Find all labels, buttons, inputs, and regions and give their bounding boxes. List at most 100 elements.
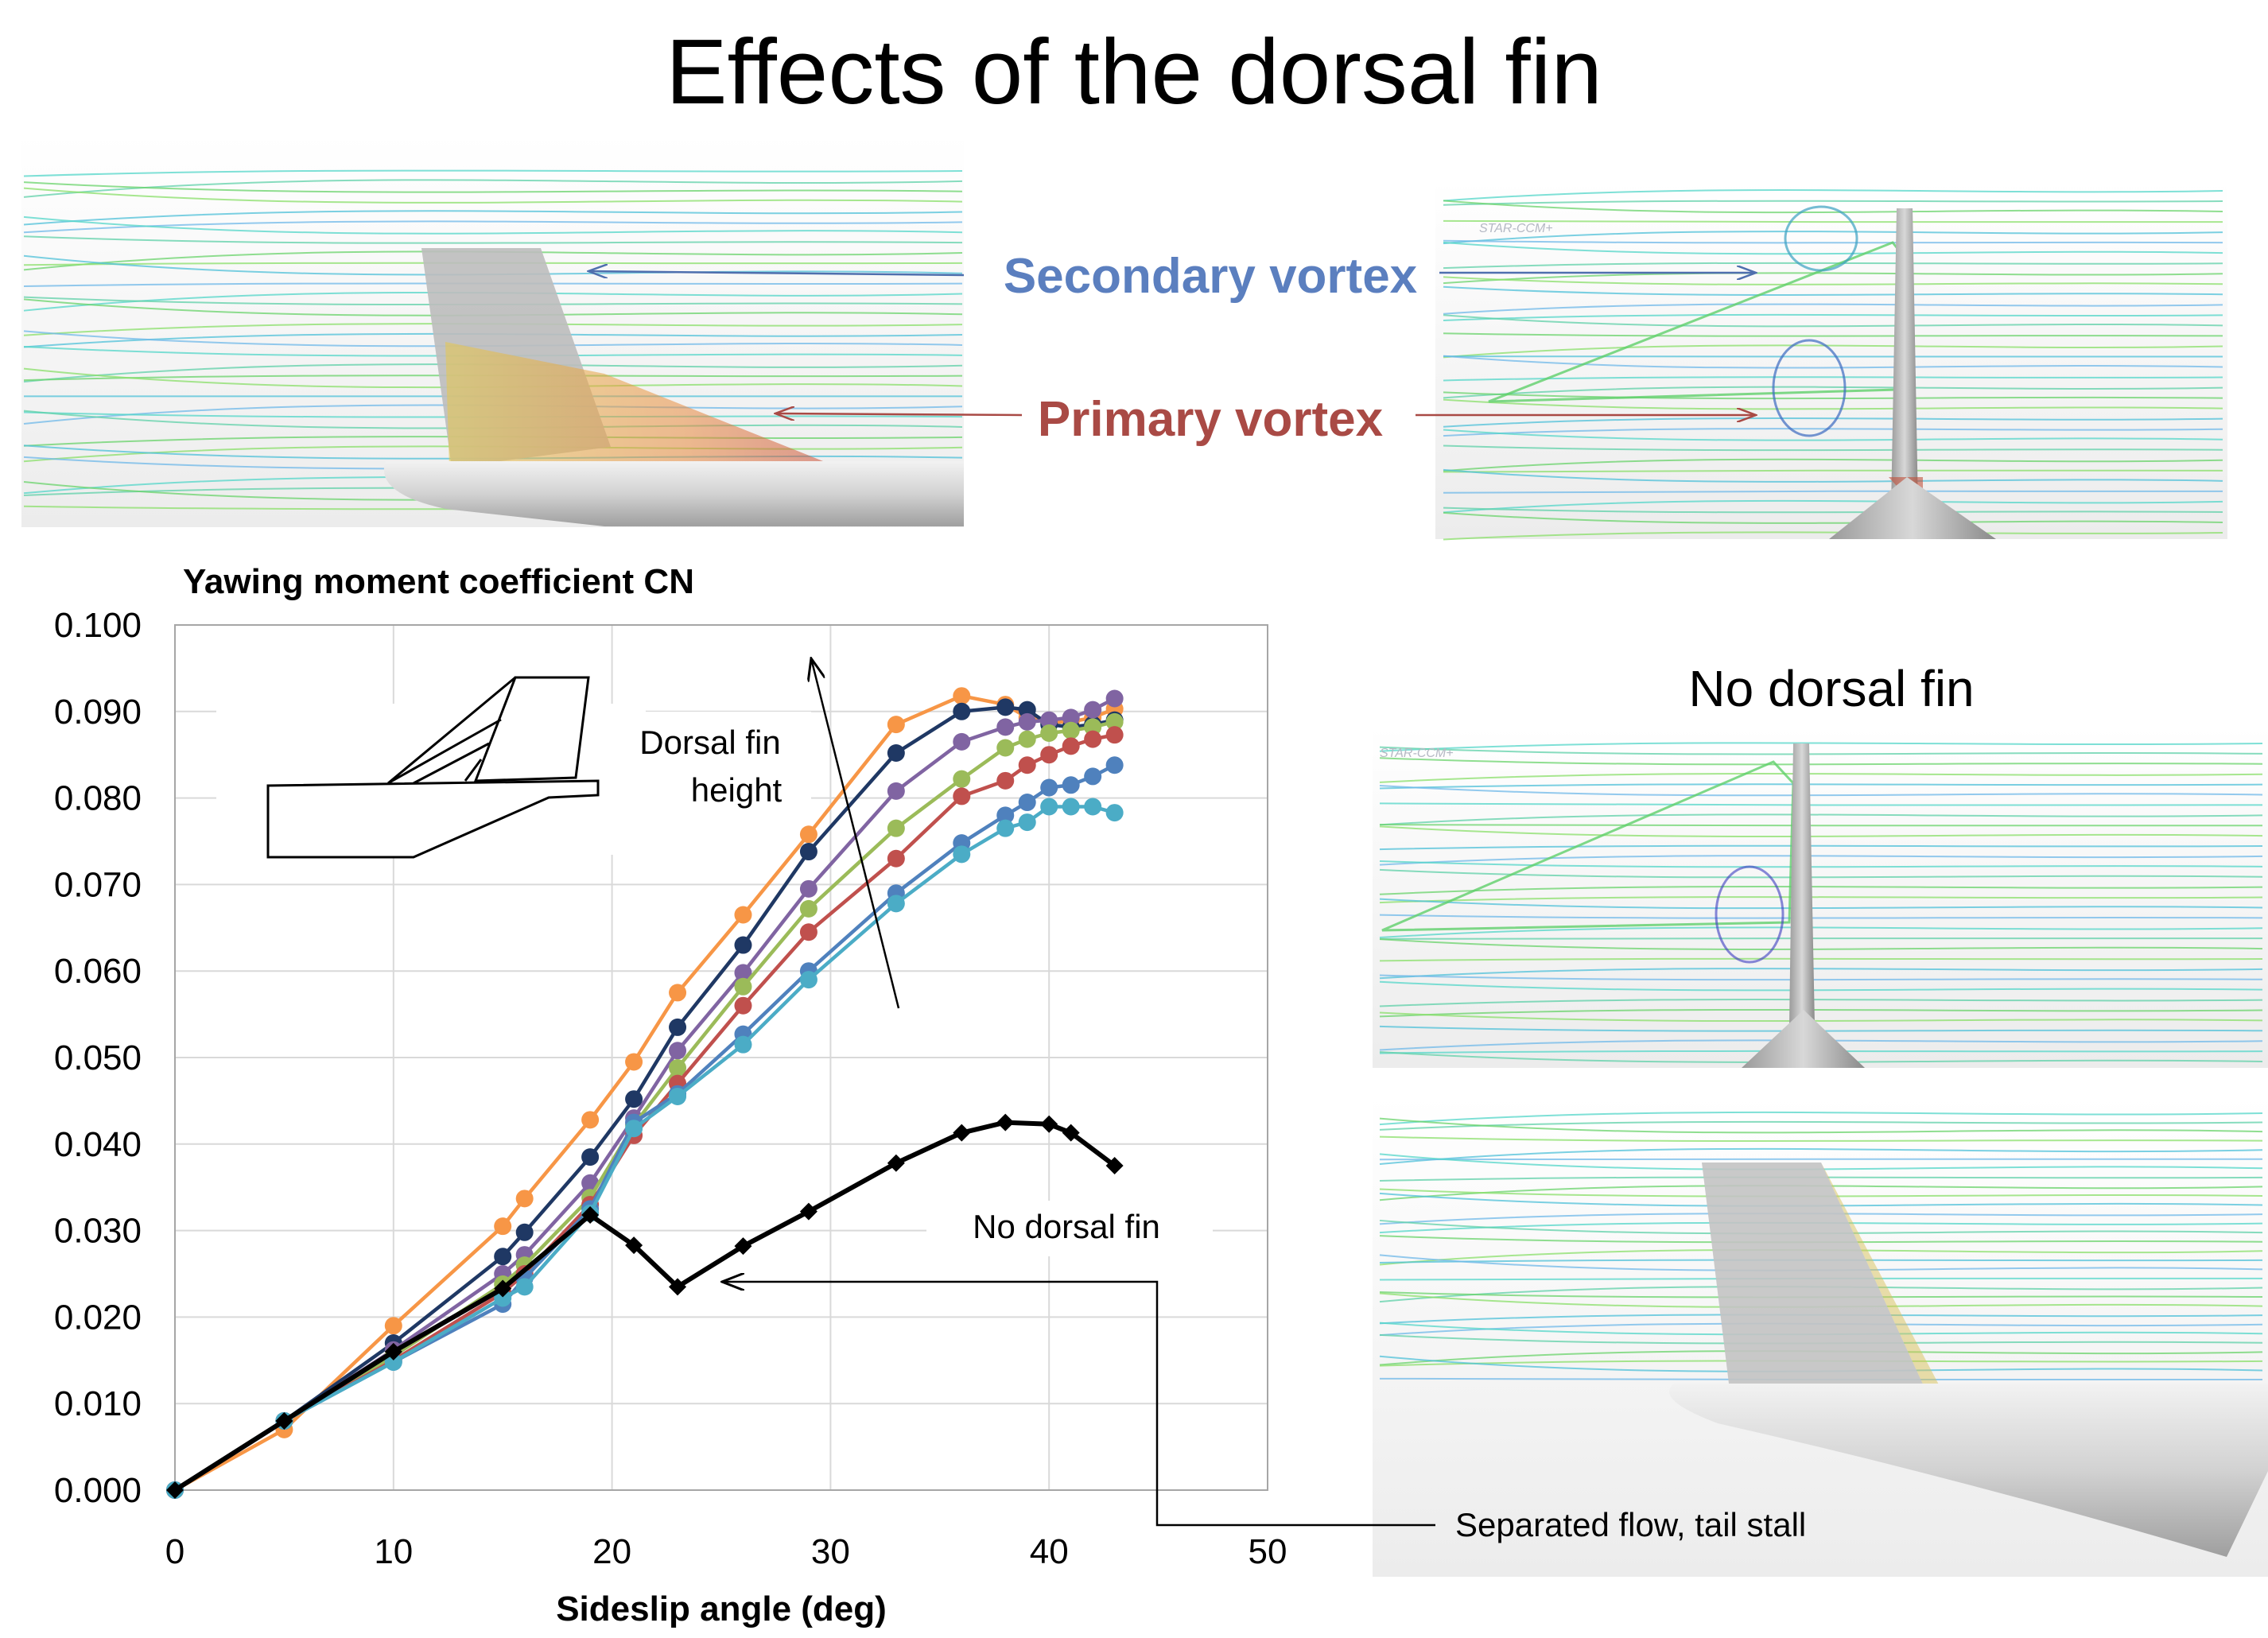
y-tick-label: 0.070 xyxy=(54,865,142,904)
streamline xyxy=(1443,386,2223,399)
data-point xyxy=(953,1124,971,1142)
streamline xyxy=(1379,746,2263,755)
streamline xyxy=(1379,785,2263,797)
streamline xyxy=(1443,285,2223,297)
data-point xyxy=(1040,1115,1058,1133)
data-point xyxy=(1084,798,1102,816)
streamline xyxy=(1379,1147,2263,1165)
data-point xyxy=(799,825,817,844)
streamline xyxy=(1443,531,2223,541)
data-point xyxy=(799,971,817,989)
chart-series xyxy=(166,687,1124,1499)
dorsal-fin-sketch-inset xyxy=(216,676,646,859)
data-point xyxy=(669,1278,687,1296)
dorsal-fin-height-label-line2: height xyxy=(691,771,783,809)
software-watermark-middle: STAR-CCM+ xyxy=(1380,747,1454,760)
y-tick-label: 0.090 xyxy=(54,693,142,732)
data-point xyxy=(799,879,817,898)
y-tick-label: 0.020 xyxy=(54,1298,142,1337)
data-point xyxy=(1062,798,1080,816)
streamline xyxy=(1443,417,2223,428)
chart-y-tick-labels: 0.000 0.010 0.020 0.030 0.040 0.050 0.060 0.070… xyxy=(54,606,142,1510)
data-point xyxy=(494,1217,512,1236)
chart-x-tick-labels: 0 10 20 30 40 50 xyxy=(165,1532,1287,1571)
streamline xyxy=(1443,241,2223,255)
data-point xyxy=(799,923,817,941)
streamline xyxy=(1379,742,2263,752)
data-point xyxy=(1105,1157,1124,1174)
streamline xyxy=(1443,276,2223,285)
data-point xyxy=(625,1120,643,1138)
data-point xyxy=(953,770,971,788)
primary-vortex-arrow-left xyxy=(775,413,1023,415)
x-axis-label: Sideslip angle (deg) xyxy=(556,1589,887,1628)
data-point xyxy=(1018,794,1036,812)
data-point xyxy=(384,1342,402,1360)
data-point xyxy=(734,996,752,1015)
streamline xyxy=(1443,468,2223,483)
data-point xyxy=(515,1223,534,1241)
streamline xyxy=(1379,783,2263,790)
streamline xyxy=(1443,398,2223,410)
streamline xyxy=(1443,231,2223,245)
streamlines-middle-right xyxy=(1379,742,2263,1063)
streamline xyxy=(1443,490,2223,494)
y-tick-label: 0.040 xyxy=(54,1125,142,1164)
data-point xyxy=(887,895,905,913)
data-point xyxy=(996,718,1015,736)
streamline xyxy=(23,181,963,193)
streamline xyxy=(1443,499,2223,514)
separated-flow-leader-line xyxy=(722,1282,1435,1527)
data-point xyxy=(887,849,905,868)
streamline xyxy=(1443,458,2223,472)
streamline xyxy=(23,187,963,204)
series-8 xyxy=(166,1113,1124,1499)
slide-title: Effects of the dorsal fin xyxy=(666,20,1602,123)
series-line xyxy=(173,1120,1117,1492)
x-tick-label: 30 xyxy=(811,1532,850,1571)
chart-title: Yawing moment coefficient CN xyxy=(183,562,694,601)
separated-flow-label: Separated flow, tail stall xyxy=(1455,1506,1806,1543)
streamline xyxy=(1443,391,2223,400)
data-point xyxy=(799,1202,817,1221)
streamline xyxy=(1379,938,2263,950)
data-point xyxy=(799,843,817,861)
streamline xyxy=(1443,262,2223,270)
x-tick-label: 40 xyxy=(1030,1532,1069,1571)
data-point xyxy=(1040,724,1058,742)
data-point xyxy=(1062,737,1080,755)
y-tick-label: 0.030 xyxy=(54,1212,142,1251)
data-point xyxy=(1040,778,1058,797)
streamline xyxy=(1443,507,2223,514)
streamline xyxy=(1379,980,2263,992)
data-point xyxy=(384,1317,402,1335)
data-point xyxy=(515,1278,534,1296)
x-tick-label: 20 xyxy=(592,1532,631,1571)
data-point xyxy=(1105,804,1124,822)
streamline xyxy=(1379,844,2263,851)
streamline xyxy=(1443,314,2223,328)
data-point xyxy=(734,936,752,954)
data-point xyxy=(625,1090,643,1108)
data-point xyxy=(1084,730,1102,748)
streamline xyxy=(1379,855,2263,866)
y-tick-label: 0.100 xyxy=(54,606,142,645)
data-point xyxy=(1018,701,1036,719)
streamline xyxy=(1443,200,2223,214)
streamline xyxy=(1443,429,2223,441)
data-point xyxy=(734,964,752,982)
cfd-side-view-dorsal-fin xyxy=(21,135,964,527)
streamlines-top-right xyxy=(1443,189,2223,541)
cfd-front-view-no-dorsal-fin: STAR-CCM+ xyxy=(1373,728,2268,1068)
dorsal-fin-height-arrow xyxy=(811,658,900,1009)
streamline xyxy=(23,235,963,244)
streamline xyxy=(1379,898,2263,910)
dorsal-fin-height-label-line1: Dorsal fin xyxy=(639,724,780,761)
streamline xyxy=(1443,511,2223,524)
series-line xyxy=(173,805,1116,1492)
streamline xyxy=(1443,376,2223,382)
streamline xyxy=(1443,313,2223,321)
data-point xyxy=(166,1481,184,1499)
primary-vortex-label: Primary vortex xyxy=(1038,392,1384,447)
streamline xyxy=(1379,1120,2263,1131)
